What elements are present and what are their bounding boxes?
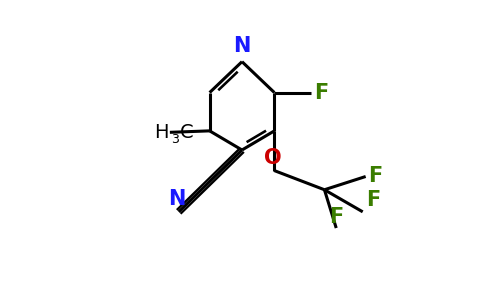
Text: F: F: [329, 207, 343, 226]
Text: 3: 3: [171, 133, 179, 146]
Text: F: F: [366, 190, 380, 210]
Text: N: N: [233, 36, 251, 56]
Text: O: O: [264, 148, 282, 168]
Text: H: H: [154, 123, 168, 142]
Text: F: F: [314, 82, 328, 103]
Text: C: C: [180, 123, 194, 142]
Text: N: N: [168, 189, 186, 209]
Text: F: F: [369, 167, 383, 187]
